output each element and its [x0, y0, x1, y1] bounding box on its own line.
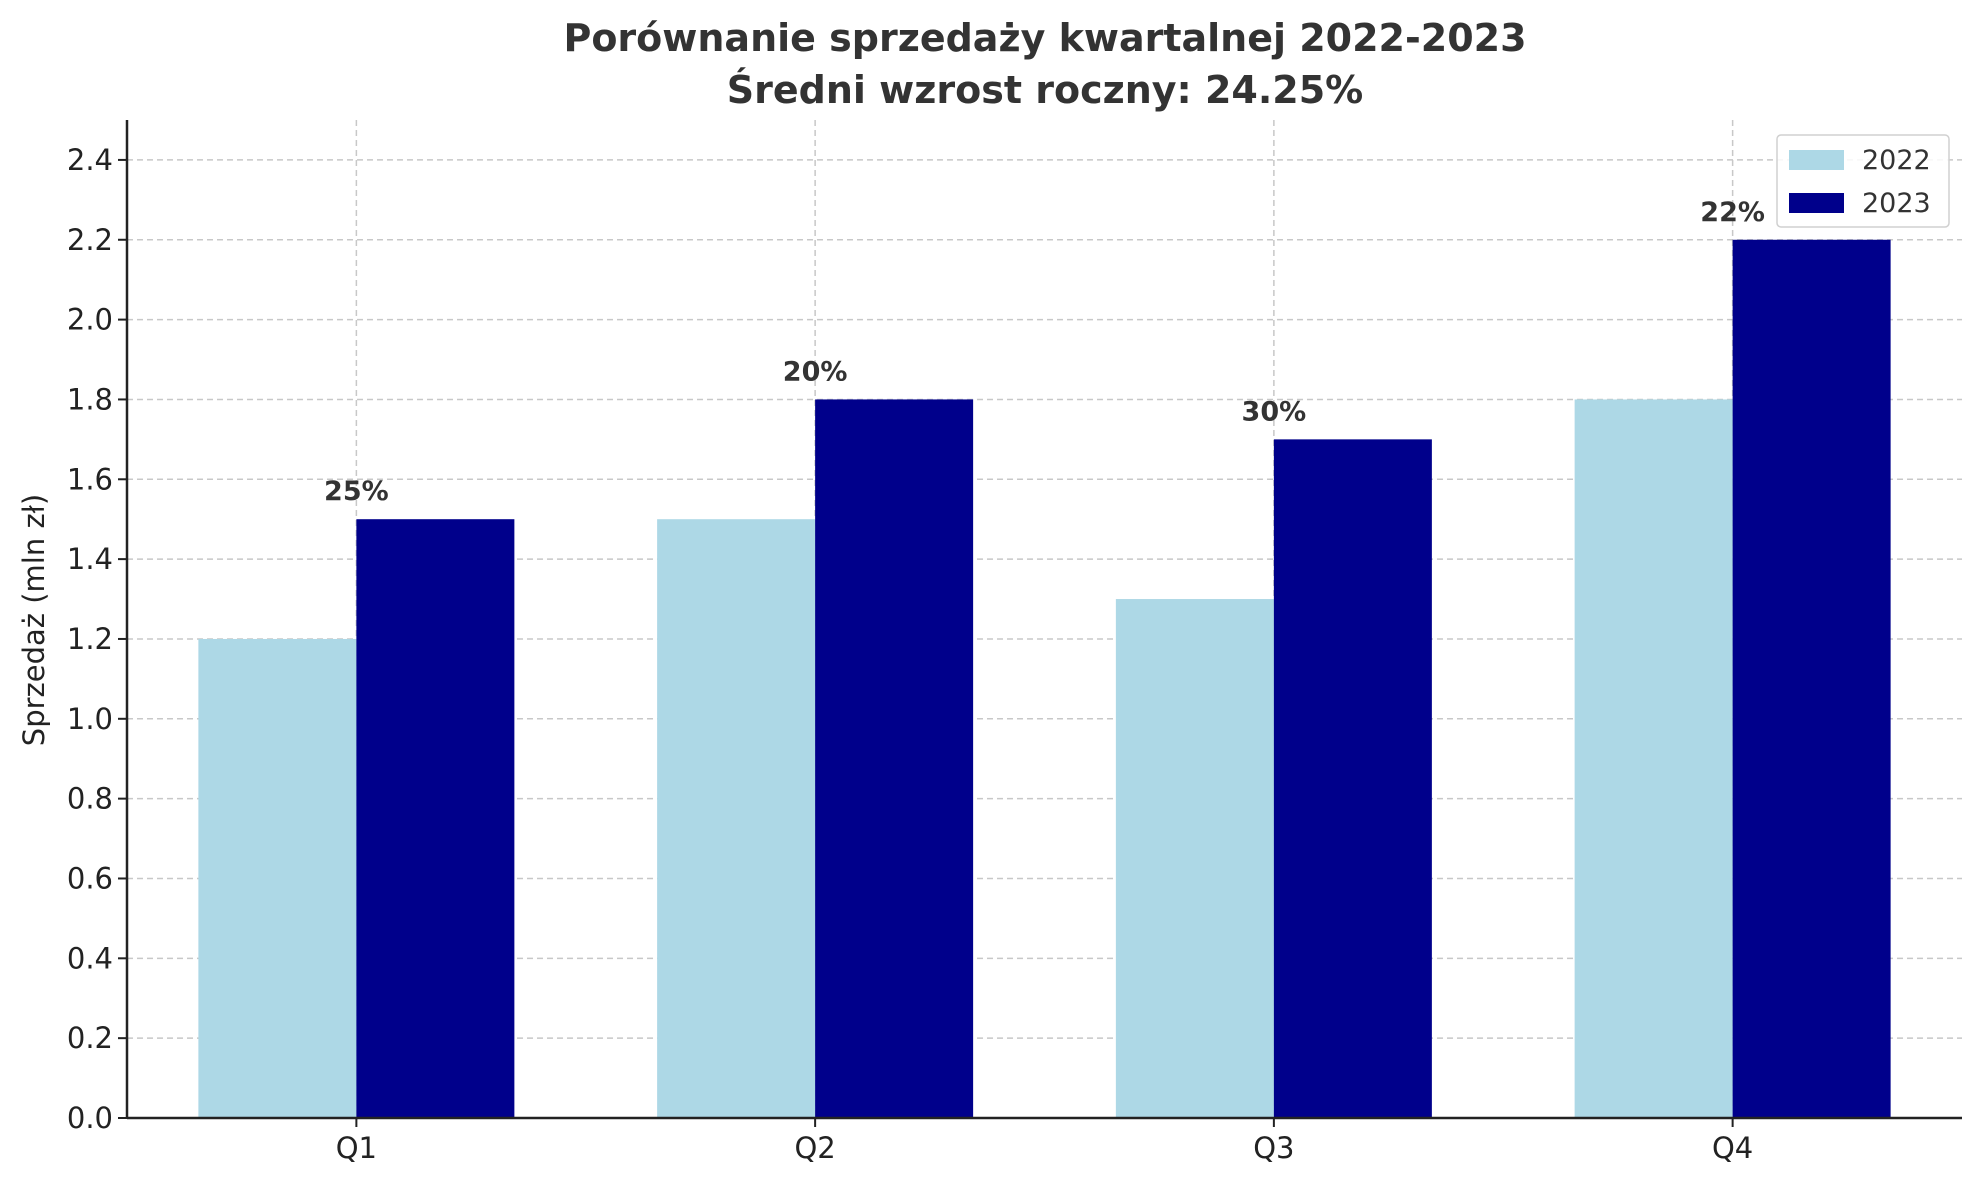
- bar-2023-Q4: [1732, 239, 1891, 1118]
- x-tick-label: Q2: [794, 1131, 835, 1165]
- growth-label: 22%: [1700, 197, 1765, 228]
- y-tick-label: 1.8: [67, 382, 113, 416]
- y-tick-label: 1.0: [67, 702, 113, 736]
- y-tick-label: 0.4: [67, 941, 113, 975]
- y-tick-label: 0.6: [67, 861, 113, 895]
- bar-2023-Q3: [1273, 439, 1432, 1118]
- y-tick-label: 2.4: [67, 143, 113, 177]
- legend-label: 2022: [1862, 145, 1931, 176]
- tick-labels: 0.0 0.2 0.4 0.6 0.8 1.0 1.2 1.4 1.6 1.8 2.0 2.2 2.4 Q…: [67, 143, 1753, 1165]
- bar-2022-Q3: [1115, 599, 1274, 1118]
- bars: [198, 239, 1891, 1118]
- y-tick-label: 2.2: [67, 223, 113, 257]
- legend-swatch-2022: [1789, 150, 1844, 170]
- bar-2023-Q2: [815, 399, 974, 1118]
- y-tick-label: 0.8: [67, 782, 113, 816]
- y-tick-label: 0.2: [67, 1021, 113, 1055]
- legend-label: 2023: [1862, 188, 1931, 219]
- growth-label: 30%: [1242, 396, 1307, 427]
- bar-2022-Q2: [657, 519, 816, 1118]
- bar-2022-Q1: [198, 638, 357, 1118]
- growth-label: 25%: [324, 476, 389, 507]
- chart-title: Porównanie sprzedaży kwartalnej 2022-202…: [563, 16, 1526, 60]
- y-tick-label: 2.0: [67, 303, 113, 337]
- x-tick-label: Q3: [1253, 1131, 1294, 1165]
- x-tick-label: Q4: [1712, 1131, 1753, 1165]
- bar-2023-Q1: [356, 519, 515, 1118]
- legend: 2022 2023: [1776, 134, 1950, 228]
- chart-subtitle: Średni wzrost roczny: 24.25%: [727, 68, 1363, 112]
- data-labels: 25% 20% 30% 22%: [324, 197, 1765, 507]
- bar-2022-Q4: [1574, 399, 1733, 1118]
- y-tick-label: 1.4: [67, 542, 113, 576]
- legend-swatch-2023: [1789, 193, 1844, 213]
- y-tick-label: 0.0: [67, 1101, 113, 1135]
- y-tick-label: 1.6: [67, 462, 113, 496]
- x-tick-label: Q1: [336, 1131, 377, 1165]
- y-axis-label: Sprzedaż (mln zł): [17, 494, 51, 746]
- growth-label: 20%: [783, 356, 848, 387]
- y-tick-label: 1.2: [67, 622, 113, 656]
- axes: [118, 120, 1962, 1127]
